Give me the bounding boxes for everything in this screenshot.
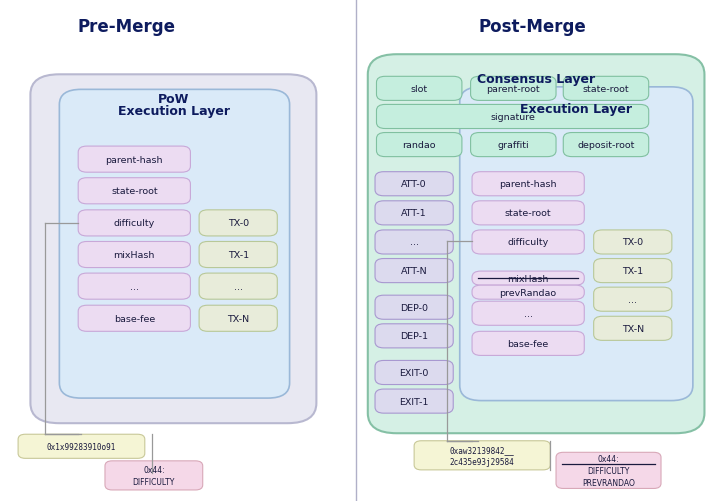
FancyBboxPatch shape bbox=[18, 434, 145, 458]
FancyBboxPatch shape bbox=[472, 272, 584, 286]
Text: ATT-1: ATT-1 bbox=[401, 209, 427, 218]
FancyBboxPatch shape bbox=[78, 147, 190, 173]
FancyBboxPatch shape bbox=[375, 389, 453, 413]
Text: ...: ... bbox=[130, 282, 139, 291]
Text: Execution Layer: Execution Layer bbox=[521, 103, 632, 116]
Text: parent-root: parent-root bbox=[487, 85, 540, 94]
FancyBboxPatch shape bbox=[105, 461, 203, 490]
FancyBboxPatch shape bbox=[472, 286, 584, 300]
FancyBboxPatch shape bbox=[78, 242, 190, 268]
FancyBboxPatch shape bbox=[375, 296, 453, 320]
Text: PoW: PoW bbox=[158, 93, 189, 106]
FancyBboxPatch shape bbox=[471, 77, 556, 101]
Text: state-root: state-root bbox=[505, 209, 552, 218]
Text: TX-0: TX-0 bbox=[622, 238, 644, 247]
FancyBboxPatch shape bbox=[472, 332, 584, 356]
Text: EXIT-1: EXIT-1 bbox=[400, 397, 429, 406]
Text: difficulty: difficulty bbox=[114, 219, 155, 228]
FancyBboxPatch shape bbox=[563, 77, 649, 101]
FancyBboxPatch shape bbox=[594, 259, 672, 283]
Text: state-root: state-root bbox=[583, 85, 629, 94]
FancyBboxPatch shape bbox=[375, 324, 453, 348]
Text: parent-hash: parent-hash bbox=[500, 180, 557, 189]
Text: ...: ... bbox=[234, 282, 243, 291]
FancyBboxPatch shape bbox=[594, 288, 672, 312]
Text: 0x44:
DIFFICULTY
PREVRANDAO: 0x44: DIFFICULTY PREVRANDAO bbox=[582, 454, 635, 486]
FancyBboxPatch shape bbox=[472, 302, 584, 326]
FancyBboxPatch shape bbox=[472, 230, 584, 255]
FancyBboxPatch shape bbox=[414, 441, 550, 470]
Text: Consensus Layer: Consensus Layer bbox=[477, 73, 595, 86]
Text: ...: ... bbox=[523, 309, 533, 318]
FancyBboxPatch shape bbox=[563, 133, 649, 157]
FancyBboxPatch shape bbox=[556, 452, 661, 488]
FancyBboxPatch shape bbox=[460, 88, 693, 401]
FancyBboxPatch shape bbox=[199, 306, 277, 332]
Text: EXIT-0: EXIT-0 bbox=[400, 368, 429, 377]
Text: TX-1: TX-1 bbox=[227, 250, 249, 260]
FancyBboxPatch shape bbox=[594, 230, 672, 255]
Text: Post-Merge: Post-Merge bbox=[479, 18, 586, 36]
Text: prevRandao: prevRandao bbox=[500, 288, 557, 297]
Text: mixHash: mixHash bbox=[508, 274, 549, 283]
FancyBboxPatch shape bbox=[375, 230, 453, 255]
FancyBboxPatch shape bbox=[59, 90, 290, 398]
FancyBboxPatch shape bbox=[471, 133, 556, 157]
Text: 0x44:
DIFFICULTY: 0x44: DIFFICULTY bbox=[132, 465, 175, 486]
FancyBboxPatch shape bbox=[375, 201, 453, 225]
FancyBboxPatch shape bbox=[78, 178, 190, 204]
Text: deposit-root: deposit-root bbox=[577, 141, 635, 150]
Text: Execution Layer: Execution Layer bbox=[119, 105, 230, 118]
Text: base-fee: base-fee bbox=[114, 314, 155, 323]
FancyBboxPatch shape bbox=[375, 361, 453, 385]
FancyBboxPatch shape bbox=[199, 210, 277, 236]
Text: signature: signature bbox=[490, 113, 535, 122]
Text: state-root: state-root bbox=[111, 187, 158, 196]
Text: ATT-0: ATT-0 bbox=[401, 180, 427, 189]
FancyBboxPatch shape bbox=[368, 55, 704, 433]
FancyBboxPatch shape bbox=[375, 172, 453, 196]
FancyBboxPatch shape bbox=[472, 172, 584, 196]
Text: TX-1: TX-1 bbox=[622, 267, 644, 276]
Text: TX-N: TX-N bbox=[227, 314, 249, 323]
Text: slot: slot bbox=[411, 85, 428, 94]
Text: mixHash: mixHash bbox=[114, 250, 155, 260]
Text: base-fee: base-fee bbox=[508, 339, 549, 348]
Text: ...: ... bbox=[410, 238, 418, 247]
FancyBboxPatch shape bbox=[30, 75, 316, 423]
FancyBboxPatch shape bbox=[78, 274, 190, 300]
Text: randao: randao bbox=[403, 141, 436, 150]
Text: Pre-Merge: Pre-Merge bbox=[77, 18, 176, 36]
Text: ...: ... bbox=[628, 295, 637, 304]
Text: DEP-1: DEP-1 bbox=[400, 332, 428, 341]
FancyBboxPatch shape bbox=[78, 306, 190, 332]
Text: graffiti: graffiti bbox=[497, 141, 529, 150]
Text: TX-N: TX-N bbox=[622, 324, 644, 333]
Text: 0xaw32139842__
2c435e93j29584: 0xaw32139842__ 2c435e93j29584 bbox=[450, 445, 515, 466]
FancyBboxPatch shape bbox=[199, 242, 277, 268]
Text: 0x1x99283910o91: 0x1x99283910o91 bbox=[47, 442, 116, 451]
FancyBboxPatch shape bbox=[375, 259, 453, 283]
FancyBboxPatch shape bbox=[376, 105, 649, 129]
FancyBboxPatch shape bbox=[376, 133, 462, 157]
FancyBboxPatch shape bbox=[78, 210, 190, 236]
Text: DEP-0: DEP-0 bbox=[400, 303, 428, 312]
Text: ATT-N: ATT-N bbox=[401, 267, 427, 276]
FancyBboxPatch shape bbox=[472, 201, 584, 225]
FancyBboxPatch shape bbox=[199, 274, 277, 300]
FancyBboxPatch shape bbox=[594, 317, 672, 341]
Text: difficulty: difficulty bbox=[508, 238, 549, 247]
FancyBboxPatch shape bbox=[376, 77, 462, 101]
Text: parent-hash: parent-hash bbox=[106, 155, 163, 164]
Text: TX-0: TX-0 bbox=[227, 219, 249, 228]
